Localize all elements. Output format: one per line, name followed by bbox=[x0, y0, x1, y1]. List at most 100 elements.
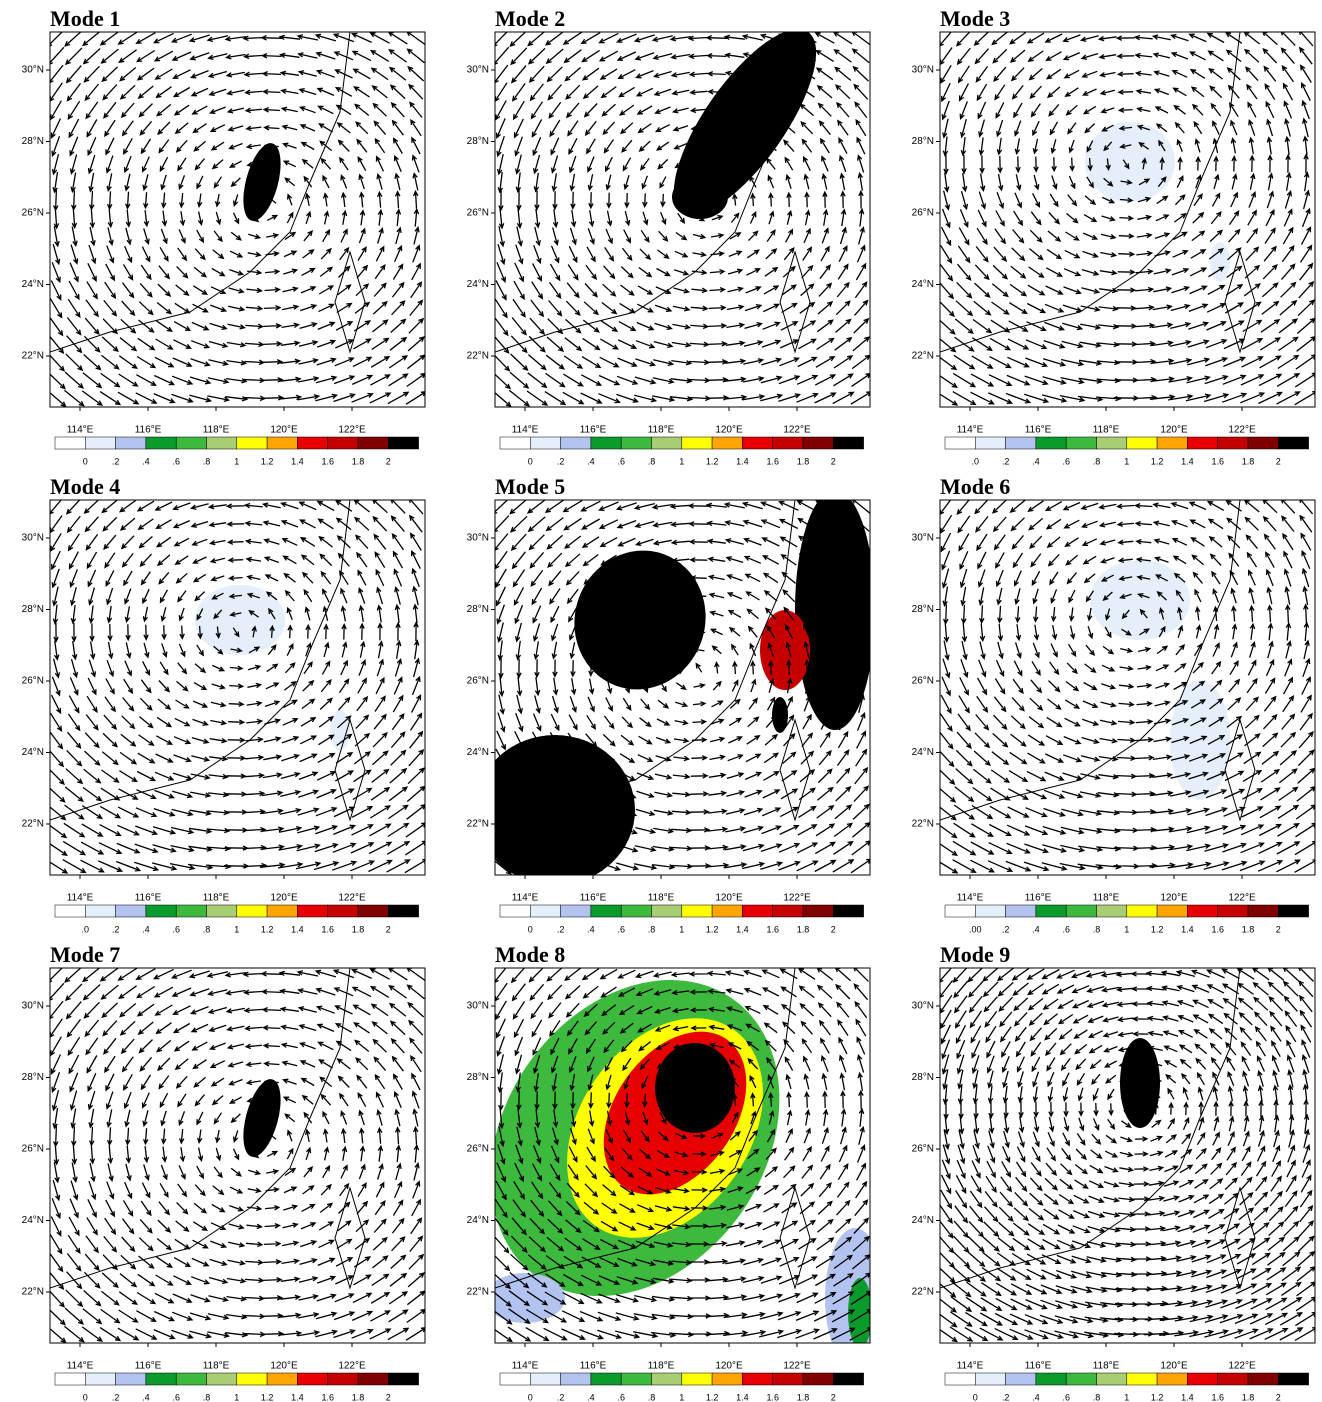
colorbar-box bbox=[1278, 904, 1309, 918]
lat-label: 26°N bbox=[467, 676, 489, 687]
panel-title: Mode 2 bbox=[495, 6, 565, 31]
lat-label: 24°N bbox=[912, 279, 934, 290]
colorbar-label: 1 bbox=[679, 924, 684, 934]
lon-label: 114°E bbox=[67, 1361, 94, 1372]
colorbar-label: .8 bbox=[648, 924, 656, 934]
colorbar-box bbox=[1065, 904, 1097, 918]
colorbar-box bbox=[236, 1372, 268, 1386]
colorbar-label: .6 bbox=[617, 924, 625, 934]
map-frame bbox=[494, 967, 871, 1344]
lon-label: 122°E bbox=[1228, 1361, 1256, 1372]
wind-vectors bbox=[495, 968, 870, 1343]
colorbar-label: 2 bbox=[386, 456, 391, 466]
shading bbox=[772, 697, 788, 733]
shading bbox=[1120, 1038, 1160, 1128]
taiwan bbox=[1224, 250, 1256, 354]
colorbar-label: .8 bbox=[1093, 456, 1101, 466]
taiwan bbox=[1224, 718, 1256, 822]
colorbar-label: 1.2 bbox=[261, 924, 274, 934]
colorbar-label: .2 bbox=[557, 1392, 565, 1402]
map bbox=[50, 500, 425, 875]
wind-vectors bbox=[495, 32, 870, 407]
colorbar-label: 0 bbox=[973, 1392, 978, 1402]
lon-label: 122°E bbox=[783, 893, 811, 904]
colorbar-box bbox=[975, 904, 1006, 918]
panel-title: Mode 9 bbox=[940, 942, 1010, 967]
lon-label: 114°E bbox=[957, 893, 984, 904]
lat-label: 22°N bbox=[22, 819, 44, 830]
map-frame bbox=[49, 31, 426, 408]
lon-label: 122°E bbox=[783, 1361, 811, 1372]
colorbar-box bbox=[1126, 1372, 1158, 1386]
lat-label: 22°N bbox=[22, 351, 44, 362]
colorbar-label: 1 bbox=[679, 1392, 684, 1402]
taiwan bbox=[334, 250, 366, 354]
lon-label: 120°E bbox=[715, 1361, 743, 1372]
colorbar-box bbox=[115, 436, 147, 450]
colorbar-label: 1.8 bbox=[352, 924, 365, 934]
colorbar-box bbox=[620, 436, 652, 450]
colorbar-label: 2 bbox=[831, 456, 836, 466]
lat-label: 24°N bbox=[467, 1215, 489, 1226]
colorbar-label: .4 bbox=[1032, 456, 1040, 466]
lat-label: 30°N bbox=[912, 65, 934, 76]
lon-label: 118°E bbox=[203, 893, 230, 904]
lat-label: 30°N bbox=[22, 533, 44, 544]
colorbar-box bbox=[802, 1372, 834, 1386]
colorbar-box bbox=[115, 904, 147, 918]
lon-label: 118°E bbox=[1093, 893, 1120, 904]
colorbar-box bbox=[833, 436, 864, 450]
map-frame bbox=[939, 499, 1316, 876]
shading bbox=[760, 610, 810, 690]
colorbar-label: 0 bbox=[83, 456, 88, 466]
colorbar-box bbox=[327, 1372, 359, 1386]
colorbar-label: 1.4 bbox=[736, 924, 749, 934]
colorbar-box bbox=[620, 1372, 652, 1386]
colorbar-label: .6 bbox=[617, 1392, 625, 1402]
lat-label: 22°N bbox=[912, 351, 934, 362]
lat-label: 24°N bbox=[22, 279, 44, 290]
colorbar-box bbox=[1156, 436, 1188, 450]
colorbar-box bbox=[833, 1372, 864, 1386]
lon-label: 120°E bbox=[270, 1361, 298, 1372]
colorbar-box bbox=[530, 904, 561, 918]
map bbox=[495, 500, 870, 875]
colorbar-label: .4 bbox=[587, 1392, 595, 1402]
panel-title: Mode 7 bbox=[50, 942, 120, 967]
lat-label: 24°N bbox=[467, 279, 489, 290]
colorbar-label: 1.4 bbox=[1181, 924, 1194, 934]
colorbar-box bbox=[711, 904, 743, 918]
lon-label: 122°E bbox=[338, 425, 366, 436]
colorbar-box bbox=[651, 436, 683, 450]
colorbar-box bbox=[1035, 904, 1067, 918]
colorbar-label: .0 bbox=[972, 456, 980, 466]
colorbar-label: 1.4 bbox=[291, 1392, 304, 1402]
coastline bbox=[495, 968, 796, 1289]
lon-label: 118°E bbox=[1093, 1361, 1120, 1372]
lon-label: 122°E bbox=[1228, 425, 1256, 436]
colorbar-label: .2 bbox=[112, 1392, 120, 1402]
colorbar-box bbox=[1035, 1372, 1067, 1386]
map-frame bbox=[494, 31, 871, 408]
lat-label: 28°N bbox=[22, 604, 44, 615]
coastline bbox=[50, 500, 351, 821]
colorbar-label: 1 bbox=[234, 924, 239, 934]
lon-label: 120°E bbox=[715, 893, 743, 904]
colorbar-box bbox=[1187, 436, 1218, 450]
lat-label: 30°N bbox=[912, 1001, 934, 1012]
colorbar-label: .4 bbox=[142, 1392, 150, 1402]
colorbar-label: 0 bbox=[83, 1392, 88, 1402]
lon-label: 120°E bbox=[715, 425, 743, 436]
lon-label: 122°E bbox=[338, 1361, 366, 1372]
colorbar-box bbox=[1005, 436, 1037, 450]
lat-label: 28°N bbox=[22, 136, 44, 147]
colorbar-label: 1.8 bbox=[352, 1392, 365, 1402]
colorbar-label: 1.6 bbox=[321, 456, 334, 466]
map bbox=[50, 968, 425, 1343]
colorbar-box bbox=[1005, 904, 1037, 918]
colorbar-box bbox=[388, 904, 419, 918]
colorbar-label: .2 bbox=[557, 924, 565, 934]
colorbar-label: 1 bbox=[234, 456, 239, 466]
colorbar-box bbox=[499, 1372, 531, 1386]
colorbar-box bbox=[1005, 1372, 1037, 1386]
